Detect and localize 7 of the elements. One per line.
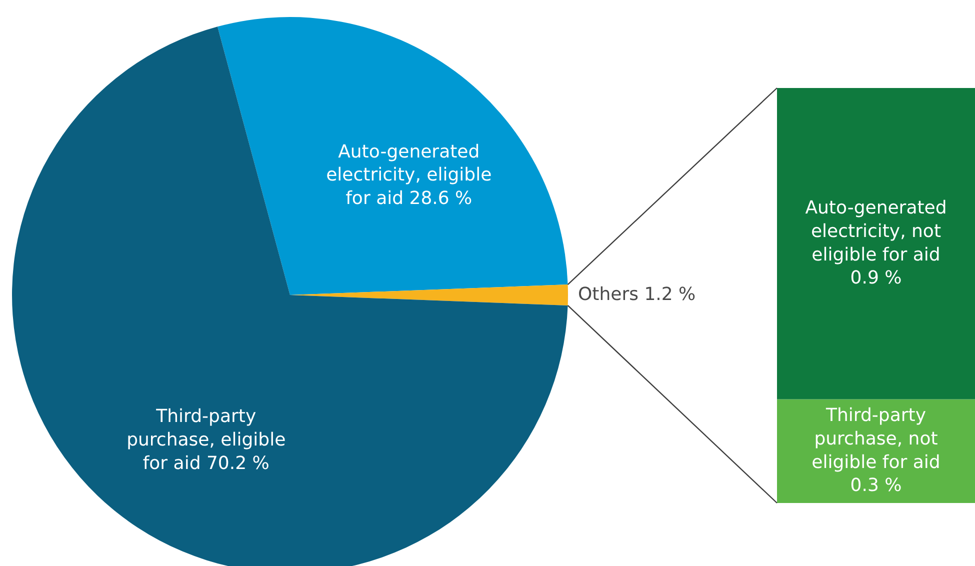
data-label: 0.3 % xyxy=(850,475,902,496)
slice-label: Auto-generated electricity, eligible for aid 28.6 % xyxy=(326,141,492,209)
data-label: 0.9 % xyxy=(850,268,902,289)
series-label: Auto-generated electricity, not eligible for aid xyxy=(805,197,947,266)
slice-label: Third-party purchase, eligible for aid 70.2 % xyxy=(126,406,286,474)
series-label: Third-party purchase, not eligible for aid xyxy=(812,404,940,473)
slice-label: Others 1.2 % xyxy=(578,284,696,305)
